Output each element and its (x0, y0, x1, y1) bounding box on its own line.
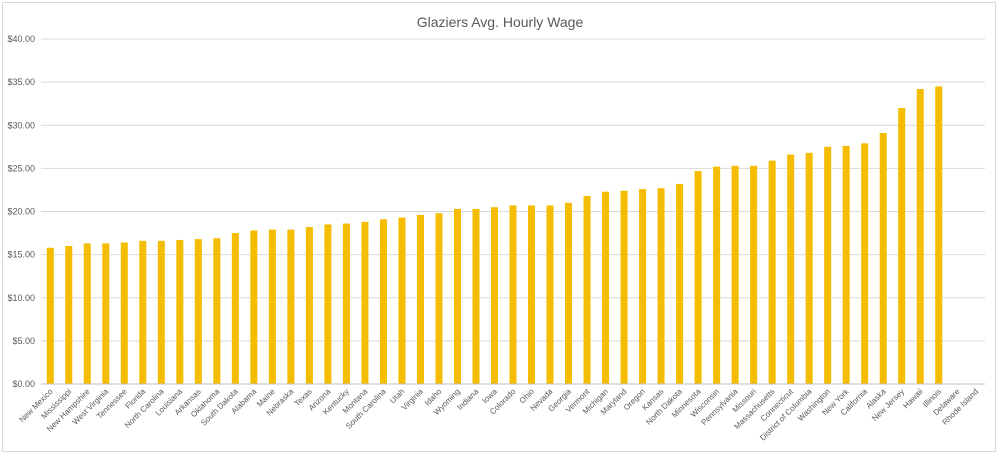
bar (879, 133, 887, 384)
bar (194, 239, 202, 384)
bar (916, 89, 924, 385)
y-tick-label: $20.00 (7, 207, 35, 217)
bar (342, 223, 350, 384)
bar (713, 166, 721, 384)
bar (694, 170, 702, 384)
bar (824, 146, 832, 384)
bar (639, 189, 647, 384)
bar (898, 108, 906, 384)
y-tick-label: $25.00 (7, 163, 35, 173)
y-tick-label: $40.00 (7, 34, 35, 44)
chart-title: Glaziers Avg. Hourly Wage (417, 14, 584, 30)
bar (324, 224, 332, 384)
bar (842, 145, 850, 384)
bar (287, 229, 295, 384)
bar (305, 227, 313, 384)
bar (453, 208, 461, 384)
x-tick-label: Virginia (400, 387, 426, 413)
y-tick-label: $30.00 (7, 120, 35, 130)
bars (46, 86, 943, 385)
bar (657, 188, 665, 384)
y-tick-label: $0.00 (12, 379, 35, 389)
bar (861, 143, 869, 384)
bar (768, 160, 776, 384)
bar (602, 191, 610, 384)
y-tick-label: $15.00 (7, 250, 35, 260)
bar (805, 152, 813, 384)
bar (509, 205, 517, 384)
bar (46, 247, 54, 384)
bar (268, 229, 276, 384)
y-tick-label: $35.00 (7, 77, 35, 87)
bar (565, 202, 573, 384)
bar (750, 165, 758, 384)
bar (361, 221, 369, 384)
bar (157, 240, 165, 384)
bar (231, 233, 239, 384)
bar (379, 219, 387, 384)
y-tick-label: $5.00 (12, 336, 35, 346)
bar (139, 240, 147, 384)
bar (546, 205, 554, 384)
bar (398, 217, 406, 384)
bar (250, 230, 258, 384)
bar (102, 243, 110, 384)
bar (176, 239, 184, 384)
bar (472, 208, 480, 384)
bar (935, 86, 943, 384)
bar (676, 183, 684, 384)
bar (120, 242, 128, 384)
x-tick-label: Indiana (455, 387, 480, 412)
bar (787, 154, 795, 384)
bar (416, 214, 424, 384)
bar (490, 207, 499, 384)
bar (83, 243, 91, 384)
bar (435, 213, 443, 384)
bar-chart: Glaziers Avg. Hourly Wage $0.00 $5.00 $10.… (7, 14, 985, 442)
bar (620, 190, 628, 384)
bar (583, 195, 591, 384)
y-tick-label: $10.00 (7, 293, 35, 303)
bar (65, 246, 73, 384)
bar (731, 165, 739, 384)
y-axis-tick-labels: $0.00 $5.00 $10.00 $15.00 $20.00 $25.00 $30.00… (7, 34, 35, 389)
bar (213, 238, 221, 384)
bar (527, 205, 536, 384)
x-tick-label: Hawaii (901, 387, 924, 410)
